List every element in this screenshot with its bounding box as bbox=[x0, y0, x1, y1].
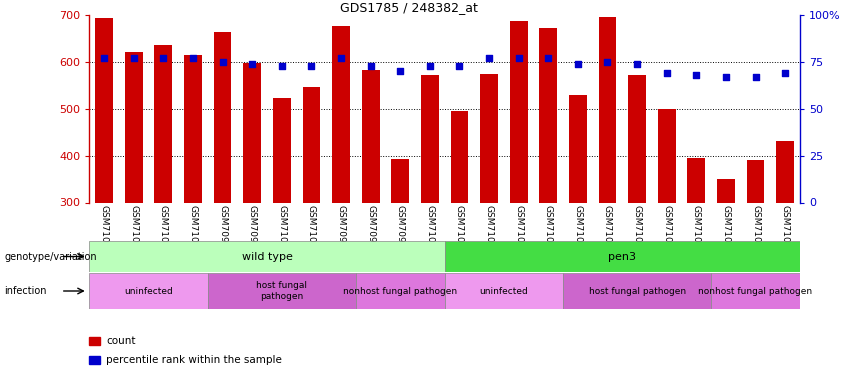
Point bbox=[689, 72, 703, 78]
Point bbox=[334, 55, 348, 61]
Bar bbox=[746, 160, 764, 202]
Text: count: count bbox=[106, 336, 136, 346]
Point bbox=[660, 70, 673, 76]
Bar bbox=[563, 273, 711, 309]
Bar bbox=[598, 17, 616, 203]
Bar bbox=[444, 273, 563, 309]
Point bbox=[511, 55, 525, 61]
Point bbox=[601, 59, 614, 65]
Bar bbox=[89, 241, 444, 272]
Bar bbox=[243, 63, 261, 202]
Point bbox=[97, 55, 111, 61]
Bar bbox=[95, 18, 113, 203]
Bar bbox=[356, 273, 444, 309]
Text: uninfected: uninfected bbox=[479, 286, 528, 296]
Bar bbox=[302, 87, 320, 202]
Point bbox=[541, 55, 555, 61]
Bar bbox=[332, 26, 350, 202]
Title: GDS1785 / 248382_at: GDS1785 / 248382_at bbox=[340, 1, 478, 14]
Text: genotype/variation: genotype/variation bbox=[4, 252, 97, 261]
Point bbox=[779, 70, 792, 76]
Bar bbox=[391, 159, 409, 203]
Point bbox=[157, 55, 170, 61]
Bar bbox=[717, 179, 734, 203]
Bar bbox=[125, 52, 143, 202]
Bar bbox=[540, 28, 557, 202]
Text: infection: infection bbox=[4, 286, 47, 296]
Bar bbox=[688, 158, 705, 203]
Bar bbox=[273, 98, 291, 202]
Text: uninfected: uninfected bbox=[124, 286, 173, 296]
Bar bbox=[362, 70, 380, 202]
Bar bbox=[89, 273, 208, 309]
Bar bbox=[658, 109, 676, 202]
Point bbox=[275, 63, 288, 69]
Bar bbox=[421, 75, 439, 202]
Bar bbox=[444, 241, 800, 272]
Point bbox=[749, 74, 762, 80]
Point bbox=[127, 55, 140, 61]
Bar bbox=[776, 141, 794, 202]
Bar bbox=[184, 56, 202, 202]
Point bbox=[453, 63, 466, 69]
Point bbox=[483, 55, 496, 61]
Text: percentile rank within the sample: percentile rank within the sample bbox=[106, 355, 283, 365]
Bar bbox=[480, 74, 498, 202]
Point bbox=[245, 61, 259, 67]
Text: host fungal
pathogen: host fungal pathogen bbox=[256, 281, 307, 301]
Text: pen3: pen3 bbox=[608, 252, 637, 261]
Point bbox=[631, 61, 644, 67]
Bar bbox=[711, 273, 800, 309]
Point bbox=[393, 68, 407, 74]
Point bbox=[719, 74, 733, 80]
Bar bbox=[450, 111, 468, 202]
Bar bbox=[214, 32, 231, 202]
Bar bbox=[155, 45, 172, 203]
Text: wild type: wild type bbox=[242, 252, 293, 261]
Bar bbox=[569, 95, 586, 202]
Bar bbox=[510, 21, 528, 203]
Text: nonhost fungal pathogen: nonhost fungal pathogen bbox=[699, 286, 813, 296]
Text: host fungal pathogen: host fungal pathogen bbox=[589, 286, 686, 296]
Text: nonhost fungal pathogen: nonhost fungal pathogen bbox=[343, 286, 457, 296]
Point bbox=[216, 59, 230, 65]
Point bbox=[423, 63, 437, 69]
Bar bbox=[628, 75, 646, 202]
Point bbox=[305, 63, 318, 69]
Bar bbox=[208, 273, 356, 309]
Point bbox=[186, 55, 200, 61]
Point bbox=[364, 63, 378, 69]
Point bbox=[571, 61, 585, 67]
